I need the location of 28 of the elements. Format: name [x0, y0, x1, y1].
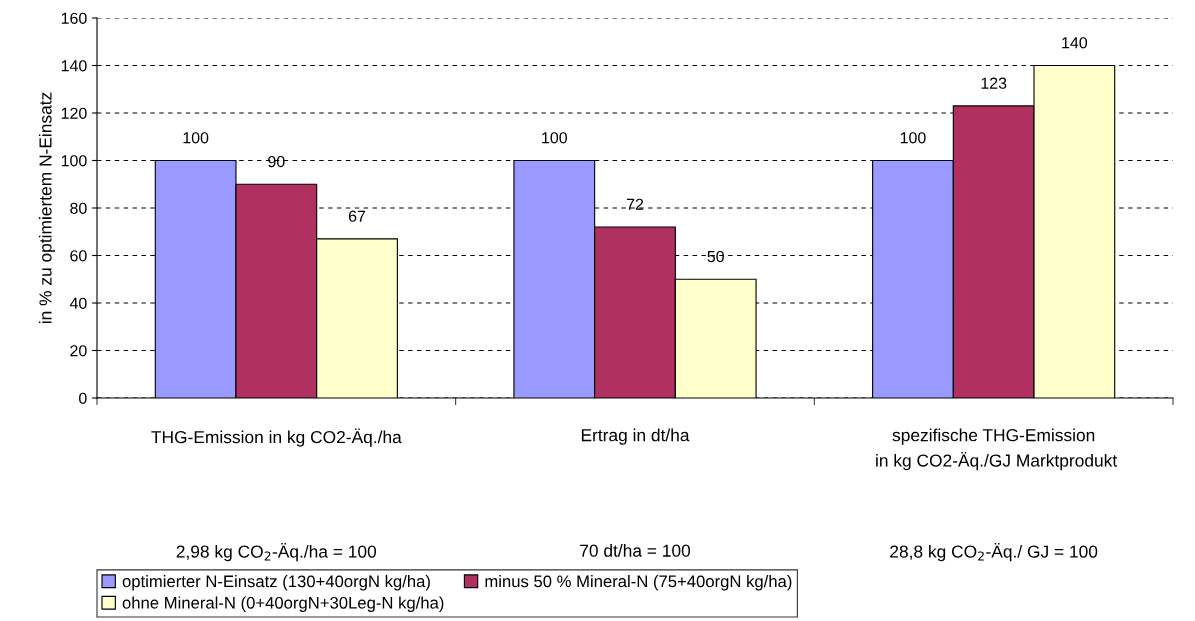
data-label: 72	[626, 198, 644, 210]
legend-label: minus 50 % Mineral-N (75+40orgN kg/ha)	[485, 575, 792, 591]
y-tick-label: 60	[70, 250, 87, 262]
text: 28,8 kg CO$_{2}$-Äq./ GJ = 100	[890, 543, 1098, 562]
y-tick-label: 80	[70, 202, 87, 214]
y-tick-label: 40	[69, 297, 87, 309]
data-label: 67	[348, 210, 366, 222]
y-tick-label: 120	[61, 107, 87, 119]
data-label: 140	[1062, 37, 1088, 49]
text: 2,98 kg CO$_{2}$-Äq./ha = 100	[176, 543, 377, 562]
y-tick-label: 0	[79, 392, 87, 404]
data-label: 100	[542, 132, 567, 144]
x-tick-label: spezifische THG-Emission in kg CO2-Äq./GJ Marktprodukt	[876, 428, 1118, 471]
legend-label: ohne Mineral-N (0+40orgN+30Leg-N kg/ha)	[122, 596, 444, 612]
data-label: 100	[183, 132, 209, 144]
y-axis-title: in % zu optimiertem N-Einsatz	[38, 92, 56, 324]
y-tick-label: 20	[70, 345, 87, 357]
y-tick-label: 140	[61, 60, 87, 72]
y-tick-label: 100	[61, 155, 87, 167]
legend-label: optimierter N-Einsatz (130+40orgN kg/ha)	[122, 575, 430, 591]
data-label: 123	[981, 77, 1007, 89]
data-label: 100	[900, 132, 926, 144]
y-tick-label: 160	[61, 12, 87, 24]
x-tick-label: THG-Emission in kg CO2-Äq./ha	[151, 428, 402, 447]
data-label: 90	[268, 155, 285, 168]
data-label: 50	[707, 250, 724, 263]
x-tick-label: Ertrag in dt/ha	[581, 428, 690, 445]
text: 70 dt/ha = 100	[580, 544, 691, 557]
